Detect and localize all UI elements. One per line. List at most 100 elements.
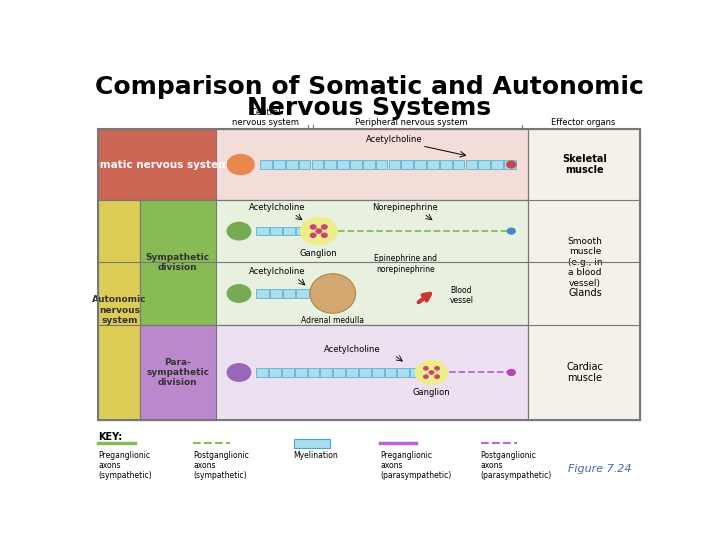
Text: Effector organs: Effector organs bbox=[551, 118, 615, 127]
Circle shape bbox=[228, 285, 251, 302]
Bar bbox=[297, 227, 309, 235]
Text: Central
nervous system: Central nervous system bbox=[233, 108, 300, 127]
Bar bbox=[307, 368, 320, 377]
Text: Epinephrine and
norepinephrine: Epinephrine and norepinephrine bbox=[374, 254, 437, 274]
Text: Smooth
muscle
(e.g., in
a blood
vessel): Smooth muscle (e.g., in a blood vessel) bbox=[567, 237, 603, 288]
Circle shape bbox=[228, 154, 254, 174]
Text: Acetylcholine: Acetylcholine bbox=[248, 204, 305, 212]
Bar bbox=[140, 325, 215, 420]
Circle shape bbox=[429, 371, 433, 374]
Text: Ganglion: Ganglion bbox=[300, 248, 338, 258]
Bar bbox=[427, 160, 438, 169]
Bar bbox=[256, 289, 269, 298]
Circle shape bbox=[415, 360, 448, 384]
Text: Cardiac
muscle: Cardiac muscle bbox=[567, 362, 603, 383]
Bar bbox=[350, 160, 361, 169]
Circle shape bbox=[508, 228, 516, 234]
Bar bbox=[282, 368, 294, 377]
Bar bbox=[297, 289, 309, 298]
Bar bbox=[333, 368, 345, 377]
Circle shape bbox=[322, 233, 327, 238]
Circle shape bbox=[310, 225, 316, 229]
Bar bbox=[346, 368, 358, 377]
Text: Comparison of Somatic and Autonomic: Comparison of Somatic and Autonomic bbox=[94, 75, 644, 99]
Circle shape bbox=[435, 375, 439, 379]
Bar bbox=[99, 129, 215, 200]
Bar bbox=[299, 160, 310, 169]
Bar bbox=[491, 160, 503, 169]
Text: Para-
sympathetic
division: Para- sympathetic division bbox=[146, 357, 210, 387]
Circle shape bbox=[423, 375, 428, 379]
Bar bbox=[410, 368, 422, 377]
Bar bbox=[359, 368, 371, 377]
Bar bbox=[453, 160, 464, 169]
Bar bbox=[269, 368, 281, 377]
Bar bbox=[320, 368, 332, 377]
Bar bbox=[99, 200, 639, 325]
Bar bbox=[283, 289, 295, 298]
Text: Figure 7.24: Figure 7.24 bbox=[568, 464, 631, 474]
Circle shape bbox=[228, 222, 251, 240]
Bar bbox=[504, 160, 516, 169]
Circle shape bbox=[228, 364, 251, 381]
Text: Glands: Glands bbox=[568, 288, 602, 299]
Bar bbox=[140, 200, 215, 325]
Text: Blood
vessel: Blood vessel bbox=[450, 286, 474, 305]
Ellipse shape bbox=[310, 274, 356, 313]
Bar bbox=[363, 160, 374, 169]
Bar bbox=[283, 227, 295, 235]
Circle shape bbox=[435, 367, 439, 370]
Text: Preganglionic
axons
(parasympathetic): Preganglionic axons (parasympathetic) bbox=[380, 451, 451, 481]
Text: Acetylcholine: Acetylcholine bbox=[248, 267, 305, 276]
Bar bbox=[324, 160, 336, 169]
Bar bbox=[273, 160, 284, 169]
Text: Acetylcholine: Acetylcholine bbox=[324, 345, 381, 354]
Text: Sympathetic
division: Sympathetic division bbox=[146, 253, 210, 272]
Bar bbox=[440, 160, 451, 169]
Text: KEY:: KEY: bbox=[99, 431, 122, 442]
Circle shape bbox=[310, 233, 316, 238]
Circle shape bbox=[322, 225, 327, 229]
Bar bbox=[528, 129, 639, 420]
Bar bbox=[478, 160, 490, 169]
Bar bbox=[99, 325, 639, 420]
Circle shape bbox=[423, 367, 428, 370]
Text: Nervous Systems: Nervous Systems bbox=[247, 96, 491, 120]
Text: Somatic nervous system: Somatic nervous system bbox=[85, 160, 229, 170]
Bar bbox=[270, 227, 282, 235]
Text: Myelination: Myelination bbox=[294, 451, 338, 460]
Bar bbox=[256, 227, 269, 235]
Bar bbox=[256, 368, 268, 377]
Text: Ganglion: Ganglion bbox=[413, 388, 450, 397]
Circle shape bbox=[316, 229, 322, 233]
Bar bbox=[99, 129, 639, 200]
Bar bbox=[423, 368, 435, 377]
Bar bbox=[384, 368, 396, 377]
Text: Peripheral nervous system: Peripheral nervous system bbox=[354, 118, 467, 127]
Bar bbox=[337, 160, 349, 169]
Bar bbox=[414, 160, 426, 169]
Text: Postganglionic
axons
(sympathetic): Postganglionic axons (sympathetic) bbox=[193, 451, 249, 481]
Text: Adrenal medulla: Adrenal medulla bbox=[301, 316, 364, 326]
Text: Norepinephrine: Norepinephrine bbox=[372, 204, 438, 212]
Bar bbox=[397, 368, 409, 377]
Bar bbox=[294, 439, 330, 448]
Bar bbox=[466, 160, 477, 169]
Text: Acetylcholine: Acetylcholine bbox=[366, 135, 423, 144]
Text: Postganglionic
axons
(parasympathetic): Postganglionic axons (parasympathetic) bbox=[481, 451, 552, 481]
Bar bbox=[99, 200, 140, 420]
Bar bbox=[286, 160, 297, 169]
Bar bbox=[270, 289, 282, 298]
Text: Preganglionic
axons
(sympathetic): Preganglionic axons (sympathetic) bbox=[99, 451, 152, 481]
Text: Autonomic
nervous
system: Autonomic nervous system bbox=[92, 295, 147, 325]
Bar bbox=[312, 160, 323, 169]
Text: Skeletal
muscle: Skeletal muscle bbox=[562, 154, 608, 176]
Bar bbox=[389, 160, 400, 169]
Bar bbox=[294, 368, 307, 377]
Bar bbox=[260, 160, 272, 169]
Circle shape bbox=[508, 369, 516, 375]
Bar bbox=[372, 368, 384, 377]
Circle shape bbox=[507, 161, 516, 168]
Bar bbox=[99, 129, 639, 420]
Bar bbox=[376, 160, 387, 169]
